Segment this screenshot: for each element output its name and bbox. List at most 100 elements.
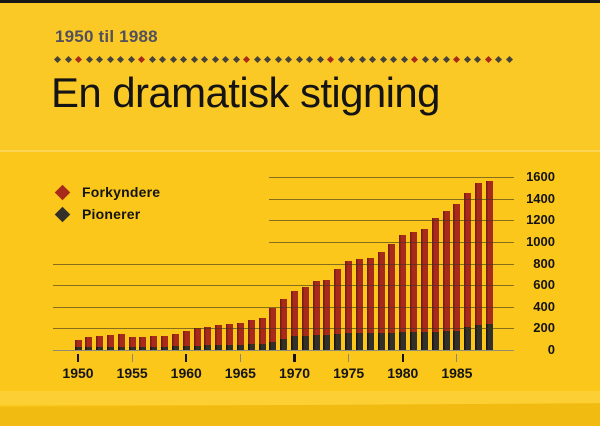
bar-total-forkyndere <box>247 320 255 350</box>
top-border <box>0 0 600 3</box>
bar-total-forkyndere <box>301 287 309 350</box>
bar-total-forkyndere <box>312 280 320 350</box>
bar-segment-pionerer <box>377 333 385 350</box>
bar-segment-pionerer <box>301 335 309 350</box>
bar-segment-pionerer <box>431 331 439 350</box>
bar-total-forkyndere <box>366 258 374 350</box>
bar-segment-pionerer <box>410 332 418 350</box>
bar-1977 <box>366 258 374 350</box>
x-tick-1980 <box>401 354 404 362</box>
x-axis-line <box>53 350 514 351</box>
bar-total-forkyndere <box>334 268 342 350</box>
bar-1962 <box>204 327 212 350</box>
bar-segment-pionerer <box>475 325 483 350</box>
bar-segment-pionerer <box>453 331 461 350</box>
bar-total-forkyndere <box>345 261 353 350</box>
bar-1951 <box>85 337 93 350</box>
bar-total-forkyndere <box>74 340 82 350</box>
chart-legend: Forkyndere Pionerer <box>54 181 161 225</box>
legend-item-forkyndere: Forkyndere <box>54 181 161 203</box>
bar-total-forkyndere <box>420 228 428 350</box>
x-tick-label: 1970 <box>278 365 311 381</box>
gridline-600 <box>53 285 514 287</box>
bar-total-forkyndere <box>171 334 179 350</box>
y-tick-label: 1200 <box>526 212 555 228</box>
bar-1957 <box>150 335 158 350</box>
gridline-1000 <box>269 241 514 243</box>
bar-segment-pionerer <box>485 324 493 350</box>
x-tick-1985 <box>456 354 458 362</box>
bar-total-forkyndere <box>475 182 483 350</box>
gridline-800 <box>53 263 514 265</box>
bar-segment-pionerer <box>96 346 104 350</box>
bar-1979 <box>388 244 396 350</box>
background-texture-mid <box>0 150 600 152</box>
bar-1961 <box>193 328 201 350</box>
bar-1988 <box>485 181 493 350</box>
bar-1984 <box>442 211 450 350</box>
bar-segment-pionerer <box>399 332 407 350</box>
bar-total-forkyndere <box>388 244 396 350</box>
x-tick-label: 1975 <box>333 365 365 381</box>
bar-segment-pionerer <box>171 345 179 350</box>
bar-segment-pionerer <box>85 346 93 350</box>
y-tick-label: 400 <box>533 298 555 314</box>
bar-total-forkyndere <box>355 259 363 350</box>
bar-total-forkyndere <box>280 299 288 350</box>
bar-1982 <box>420 228 428 350</box>
bar-segment-pionerer <box>128 347 136 350</box>
y-tick-label: 0 <box>547 342 555 357</box>
bar-total-forkyndere <box>106 335 114 350</box>
legend-label-pionerer: Pionerer <box>82 206 141 222</box>
bar-total-forkyndere <box>258 317 266 350</box>
gridline-1600 <box>269 177 514 178</box>
bar-total-forkyndere <box>291 290 299 350</box>
background-texture-top <box>0 3 600 150</box>
bar-segment-pionerer <box>420 332 428 350</box>
bar-total-forkyndere <box>226 324 234 350</box>
bar-1965 <box>236 322 244 350</box>
x-tick-1955 <box>131 354 133 362</box>
bar-1954 <box>117 334 125 350</box>
bar-segment-pionerer <box>388 333 396 350</box>
gridline-1400 <box>269 198 514 200</box>
background-texture-streak <box>0 391 600 405</box>
x-tick-1975 <box>348 354 350 362</box>
bar-total-forkyndere <box>215 325 223 350</box>
bar-1970 <box>291 290 299 350</box>
bar-segment-pionerer <box>161 346 169 350</box>
bar-segment-pionerer <box>182 345 190 350</box>
bar-1986 <box>464 192 472 350</box>
x-tick-label: 1950 <box>62 365 94 381</box>
bar-total-forkyndere <box>442 211 450 350</box>
bar-segment-pionerer <box>258 343 266 350</box>
legend-item-pionerer: Pionerer <box>54 203 160 225</box>
bar-total-forkyndere <box>150 335 158 350</box>
bar-1973 <box>323 279 331 350</box>
x-tick-1970 <box>293 354 296 362</box>
bar-segment-pionerer <box>291 336 299 350</box>
legend-label-forkyndere: Forkyndere <box>82 184 161 200</box>
page-title: En dramatisk stigning <box>51 69 441 116</box>
bar-segment-pionerer <box>150 346 158 350</box>
x-tick-label: 1960 <box>170 365 202 381</box>
bar-segment-pionerer <box>226 345 234 350</box>
bar-total-forkyndere <box>96 335 104 350</box>
bar-1950 <box>74 340 82 350</box>
bar-1974 <box>334 268 342 350</box>
x-tick-label: 1955 <box>116 365 148 381</box>
bar-total-forkyndere <box>410 232 418 350</box>
bar-segment-pionerer <box>269 341 277 350</box>
bar-segment-pionerer <box>215 345 223 350</box>
bar-total-forkyndere <box>193 328 201 350</box>
bar-segment-pionerer <box>312 334 320 350</box>
bar-total-forkyndere <box>323 279 331 350</box>
bar-1969 <box>280 299 288 350</box>
x-tick-label: 1980 <box>387 365 419 381</box>
bar-segment-pionerer <box>117 346 125 350</box>
y-tick-label: 1000 <box>526 233 555 249</box>
bar-1956 <box>139 337 147 350</box>
bar-segment-pionerer <box>355 333 363 350</box>
period-label: 1950 til 1988 <box>55 27 158 46</box>
